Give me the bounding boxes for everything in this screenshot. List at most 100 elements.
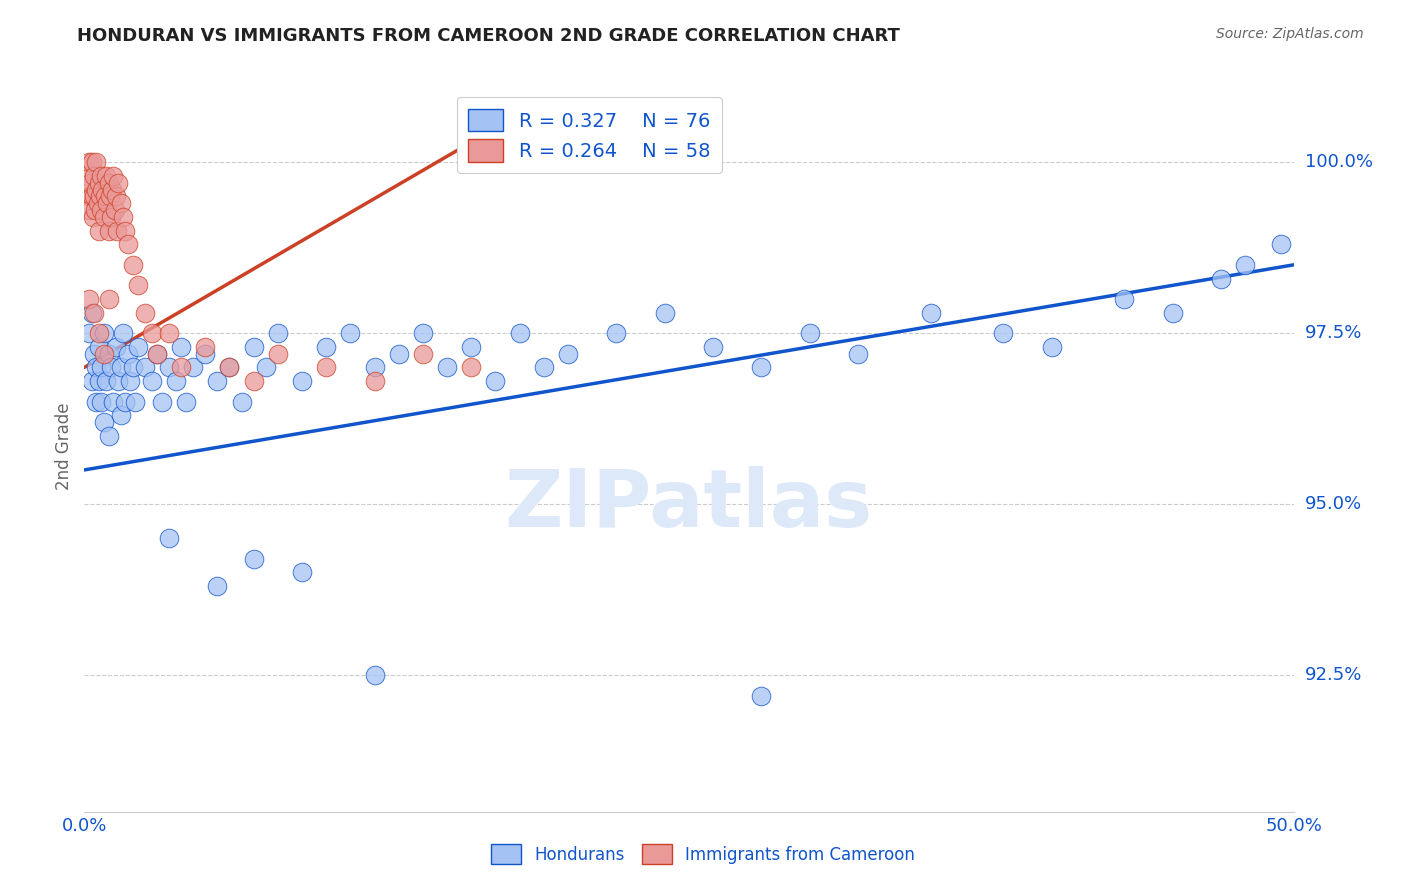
Point <box>76 169 98 183</box>
Point <box>112 326 135 341</box>
Point <box>702 340 724 354</box>
Text: Source: ZipAtlas.com: Source: ZipAtlas.com <box>1216 27 1364 41</box>
Point <box>89 189 111 203</box>
Point <box>157 531 180 545</box>
Point <box>82 210 104 224</box>
Point <box>363 668 385 682</box>
Point <box>91 183 114 197</box>
Point <box>339 326 361 341</box>
Text: 100.0%: 100.0% <box>1305 153 1372 171</box>
Point <box>751 689 773 703</box>
Point <box>363 374 385 388</box>
Point <box>84 203 107 218</box>
Point <box>100 360 122 375</box>
Point <box>1209 271 1232 285</box>
Point <box>231 394 253 409</box>
Point <box>86 394 108 409</box>
Point <box>291 566 314 580</box>
Point <box>87 340 110 354</box>
Point <box>460 360 482 375</box>
Point <box>97 224 120 238</box>
Point <box>110 196 132 211</box>
Point <box>993 326 1015 341</box>
Point <box>90 394 112 409</box>
Point <box>94 374 117 388</box>
Point <box>87 374 110 388</box>
Point <box>83 189 105 203</box>
Legend: R = 0.327    N = 76, R = 0.264    N = 58: R = 0.327 N = 76, R = 0.264 N = 58 <box>457 97 723 173</box>
Point <box>77 326 100 341</box>
Point <box>110 360 132 375</box>
Point <box>124 394 146 409</box>
Point <box>93 326 115 341</box>
Point <box>90 360 112 375</box>
Point <box>90 203 112 218</box>
Point <box>110 409 132 423</box>
Point <box>117 237 139 252</box>
Point <box>121 258 143 272</box>
Point <box>94 169 117 183</box>
Point <box>654 306 676 320</box>
Point <box>120 374 142 388</box>
Point <box>97 176 120 190</box>
Point <box>315 360 337 375</box>
Point <box>83 306 105 320</box>
Point <box>460 340 482 354</box>
Point <box>1270 237 1292 252</box>
Point <box>86 155 108 169</box>
Point <box>80 189 103 203</box>
Point <box>107 176 129 190</box>
Point <box>799 326 821 341</box>
Point <box>412 326 434 341</box>
Point <box>83 169 105 183</box>
Point <box>165 374 187 388</box>
Point <box>104 203 127 218</box>
Point <box>1161 306 1184 320</box>
Point <box>1234 258 1257 272</box>
Point <box>97 347 120 361</box>
Point <box>101 183 124 197</box>
Point <box>315 340 337 354</box>
Point <box>267 347 290 361</box>
Point <box>103 394 125 409</box>
Point <box>605 326 627 341</box>
Text: HONDURAN VS IMMIGRANTS FROM CAMEROON 2ND GRADE CORRELATION CHART: HONDURAN VS IMMIGRANTS FROM CAMEROON 2ND… <box>77 27 900 45</box>
Legend: Hondurans, Immigrants from Cameroon: Hondurans, Immigrants from Cameroon <box>485 838 921 871</box>
Point <box>509 326 531 341</box>
Point <box>104 189 127 203</box>
Point <box>267 326 290 341</box>
Text: 92.5%: 92.5% <box>1305 666 1362 684</box>
Point <box>181 360 204 375</box>
Point <box>291 374 314 388</box>
Point <box>77 155 100 169</box>
Point <box>1040 340 1063 354</box>
Point <box>157 360 180 375</box>
Point <box>157 326 180 341</box>
Point <box>242 340 264 354</box>
Y-axis label: 2nd Grade: 2nd Grade <box>55 402 73 490</box>
Point <box>412 347 434 361</box>
Point <box>87 326 110 341</box>
Point <box>141 374 163 388</box>
Point <box>127 278 149 293</box>
Point <box>93 210 115 224</box>
Point <box>97 292 120 306</box>
Point <box>484 374 506 388</box>
Text: 97.5%: 97.5% <box>1305 324 1362 343</box>
Point <box>242 551 264 566</box>
Text: ZIPatlas: ZIPatlas <box>505 466 873 543</box>
Point <box>846 347 869 361</box>
Point <box>920 306 942 320</box>
Point <box>86 196 108 211</box>
Point <box>114 394 136 409</box>
Point <box>170 340 193 354</box>
Point <box>127 340 149 354</box>
Point <box>146 347 169 361</box>
Point <box>150 394 173 409</box>
Point <box>107 374 129 388</box>
Point <box>134 360 156 375</box>
Point <box>117 347 139 361</box>
Point <box>218 360 240 375</box>
Point <box>170 360 193 375</box>
Point <box>174 394 197 409</box>
